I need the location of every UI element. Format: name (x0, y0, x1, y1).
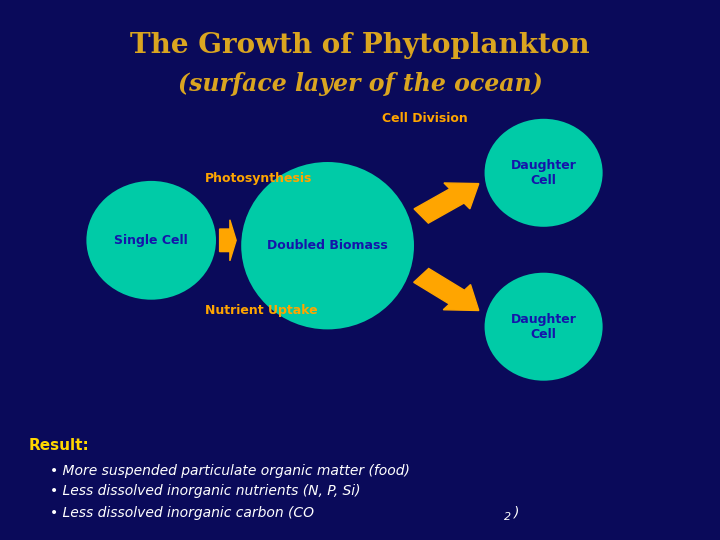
Polygon shape (414, 183, 479, 223)
Text: Single Cell: Single Cell (114, 234, 188, 247)
Text: The Growth of Phytoplankton: The Growth of Phytoplankton (130, 32, 590, 59)
Text: 2: 2 (504, 512, 511, 522)
Text: (surface layer of the ocean): (surface layer of the ocean) (178, 72, 542, 96)
Polygon shape (220, 220, 236, 261)
Text: • More suspended particulate organic matter (food): • More suspended particulate organic mat… (50, 464, 410, 478)
Text: Photosynthesis: Photosynthesis (205, 172, 312, 185)
Polygon shape (414, 268, 479, 310)
Text: ): ) (514, 506, 519, 520)
Text: Cell Division: Cell Division (382, 112, 467, 125)
Text: • Less dissolved inorganic nutrients (N, P, Si): • Less dissolved inorganic nutrients (N,… (50, 484, 361, 498)
Ellipse shape (86, 181, 216, 300)
Text: Nutrient Uptake: Nutrient Uptake (205, 304, 318, 317)
Text: • Less dissolved inorganic carbon (CO: • Less dissolved inorganic carbon (CO (50, 506, 315, 520)
Ellipse shape (241, 162, 414, 329)
Text: Daughter
Cell: Daughter Cell (510, 313, 577, 341)
Ellipse shape (485, 119, 603, 227)
Text: Result:: Result: (29, 438, 89, 453)
Text: Doubled Biomass: Doubled Biomass (267, 239, 388, 252)
Text: Daughter
Cell: Daughter Cell (510, 159, 577, 187)
Ellipse shape (485, 273, 603, 381)
